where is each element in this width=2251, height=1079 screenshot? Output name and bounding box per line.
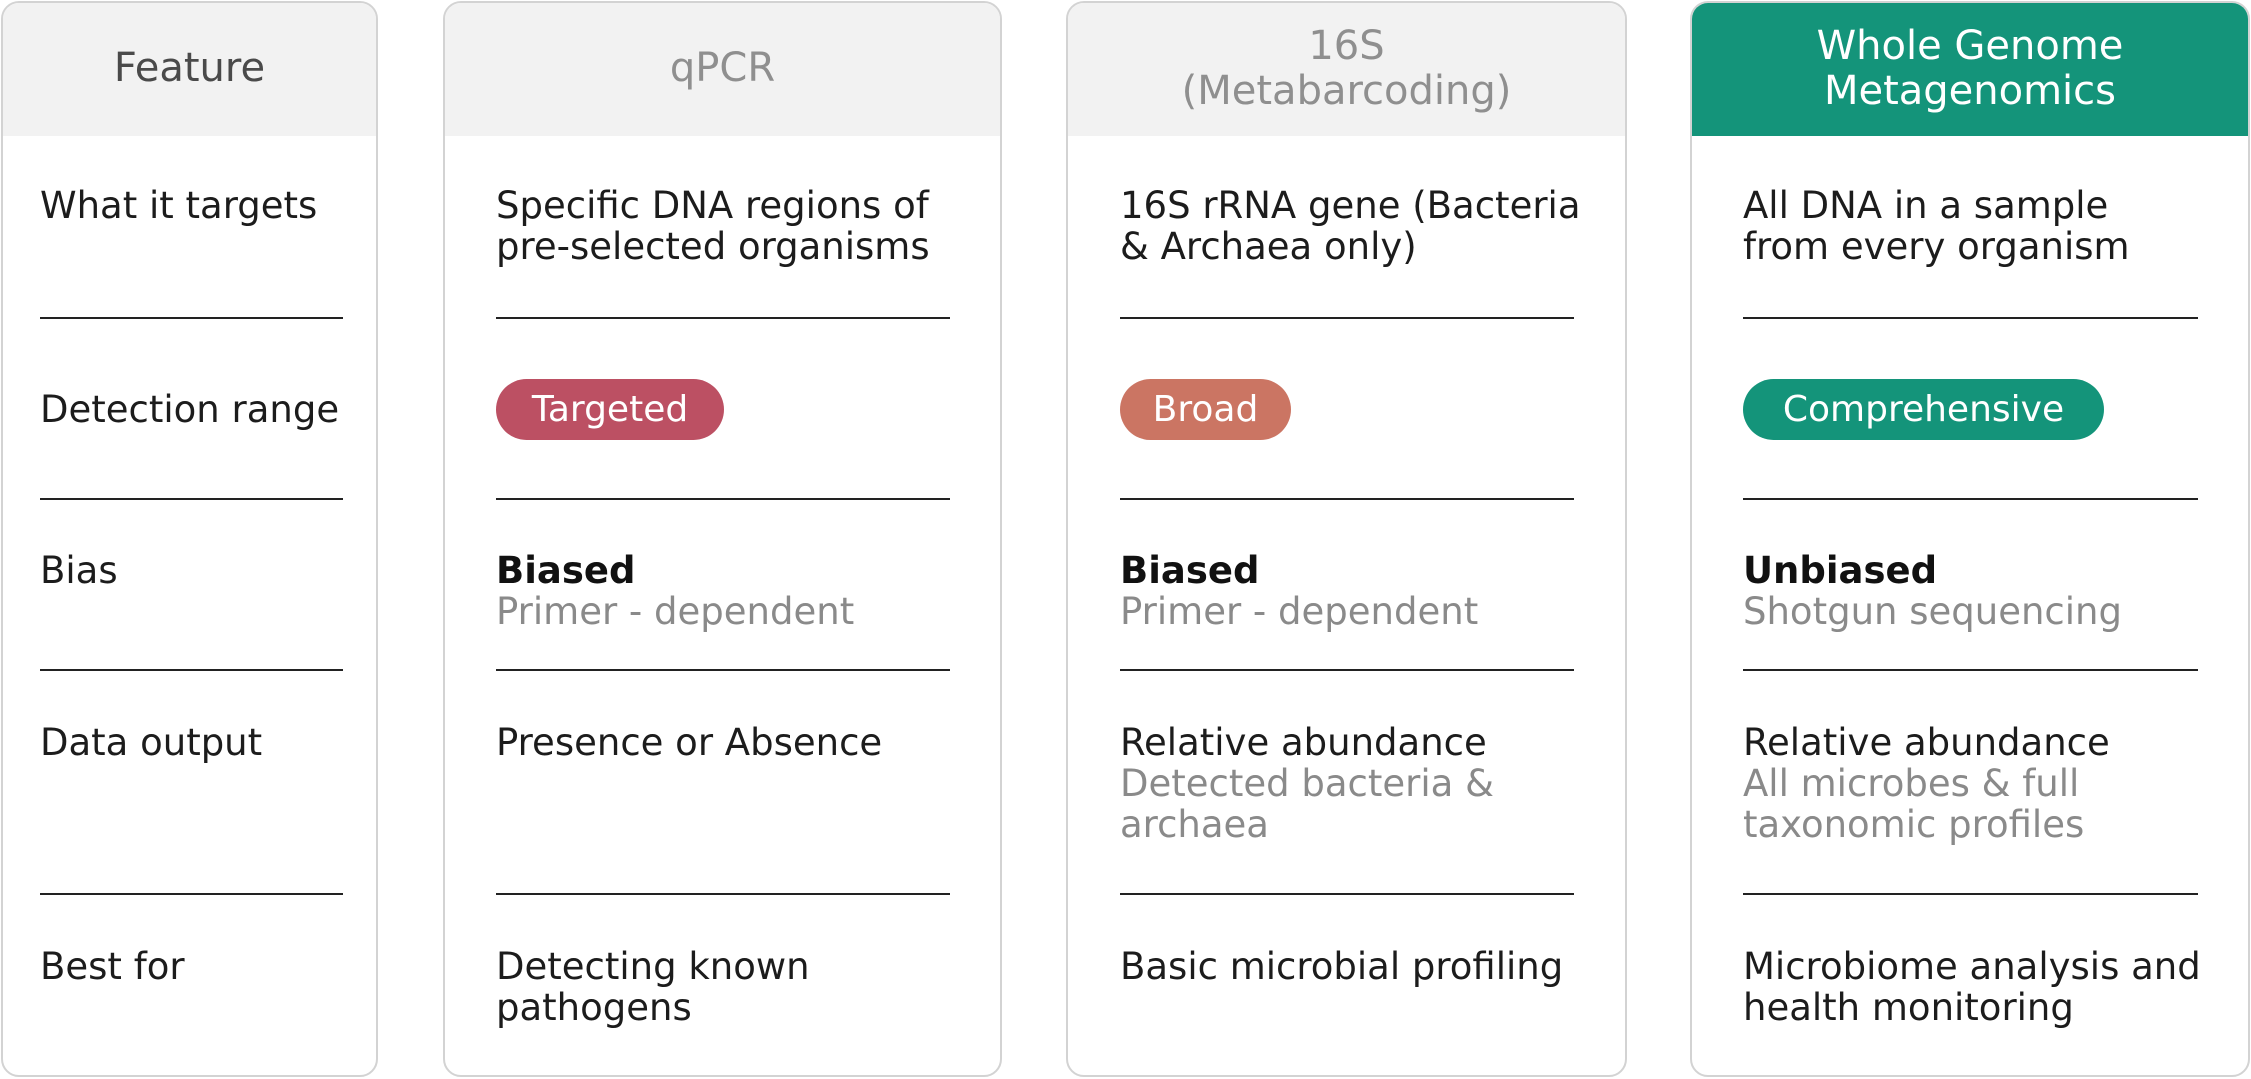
row-divider: [1743, 669, 2198, 671]
qpcr-output: Presence or Absence: [496, 721, 883, 764]
row-divider: [496, 669, 950, 671]
row-divider: [1743, 893, 2198, 895]
qpcr-column: qPCR Specific DNA regions of pre-selecte…: [443, 1, 1002, 1077]
row-divider: [40, 317, 343, 319]
16s-output-sub: Detected bacteria & archaea: [1120, 762, 1494, 846]
row-label-targets: What it targets: [40, 184, 318, 227]
row-divider: [496, 498, 950, 500]
wgm-column: Whole Genome Metagenomics All DNA in a s…: [1690, 1, 2250, 1077]
targeted-badge: Targeted: [496, 379, 724, 440]
16s-bias-title: Biased: [1120, 549, 1260, 592]
row-divider: [496, 317, 950, 319]
wgm-bias: Unbiased Shotgun sequencing: [1743, 550, 2223, 632]
feature-column: Feature What it targets Detection range …: [1, 1, 378, 1077]
16s-output-title: Relative abundance: [1120, 721, 1487, 764]
wgm-bias-title: Unbiased: [1743, 549, 1938, 592]
wgm-header: Whole Genome Metagenomics: [1692, 3, 2248, 136]
16s-column: 16S (Metabarcoding) 16S rRNA gene (Bacte…: [1066, 1, 1627, 1077]
qpcr-bias: Biased Primer - dependent: [496, 550, 976, 632]
row-divider: [1743, 498, 2198, 500]
16s-output: Relative abundance Detected bacteria & a…: [1120, 722, 1540, 845]
wgm-output: Relative abundance All microbes & full t…: [1743, 722, 2143, 845]
row-label-detection: Detection range: [40, 388, 340, 431]
wgm-targets: All DNA in a sample from every organism: [1743, 184, 2130, 268]
wgm-bias-sub: Shotgun sequencing: [1743, 590, 2122, 633]
feature-header: Feature: [3, 3, 376, 136]
row-divider: [40, 498, 343, 500]
16s-header: 16S (Metabarcoding): [1068, 3, 1625, 136]
row-divider: [40, 669, 343, 671]
wgm-output-sub: All microbes & full taxonomic profiles: [1743, 762, 2085, 846]
comprehensive-badge: Comprehensive: [1743, 379, 2104, 440]
wgm-output-title: Relative abundance: [1743, 721, 2110, 764]
row-label-best: Best for: [40, 945, 185, 988]
qpcr-header: qPCR: [445, 3, 1000, 136]
qpcr-bias-title: Biased: [496, 549, 636, 592]
row-divider: [1120, 498, 1574, 500]
row-divider: [1743, 317, 2198, 319]
row-divider: [1120, 669, 1574, 671]
qpcr-targets: Specific DNA regions of pre-selected org…: [496, 184, 930, 268]
16s-bias-sub: Primer - dependent: [1120, 590, 1479, 633]
qpcr-best: Detecting known pathogens: [496, 945, 810, 1029]
16s-best: Basic microbial profiling: [1120, 945, 1564, 988]
row-label-bias: Bias: [40, 549, 118, 592]
row-divider: [496, 893, 950, 895]
wgm-best: Microbiome analysis and health monitorin…: [1743, 945, 2201, 1029]
row-divider: [1120, 317, 1574, 319]
row-label-output: Data output: [40, 721, 263, 764]
row-divider: [40, 893, 343, 895]
row-divider: [1120, 893, 1574, 895]
16s-targets: 16S rRNA gene (Bacteria & Archaea only): [1120, 184, 1581, 268]
16s-bias: Biased Primer - dependent: [1120, 550, 1600, 632]
qpcr-bias-sub: Primer - dependent: [496, 590, 855, 633]
broad-badge: Broad: [1120, 379, 1291, 440]
